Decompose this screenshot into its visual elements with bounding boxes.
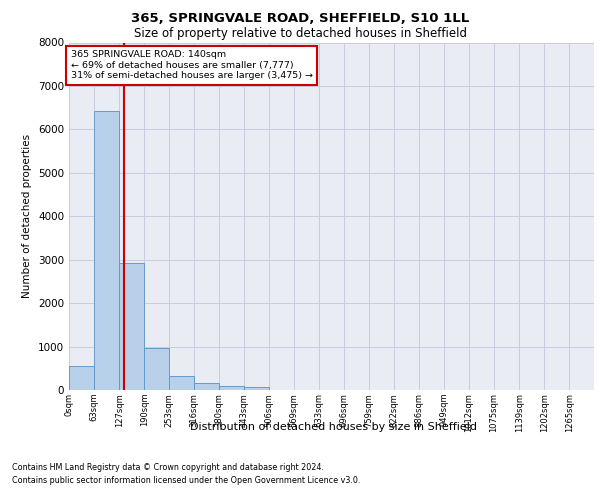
Bar: [194, 384, 219, 390]
Text: 365 SPRINGVALE ROAD: 140sqm
← 69% of detached houses are smaller (7,777)
31% of : 365 SPRINGVALE ROAD: 140sqm ← 69% of det…: [71, 50, 313, 80]
Bar: [69, 366, 94, 390]
Text: 365, SPRINGVALE ROAD, SHEFFIELD, S10 1LL: 365, SPRINGVALE ROAD, SHEFFIELD, S10 1LL: [131, 12, 469, 26]
Bar: [219, 386, 244, 390]
Text: Distribution of detached houses by size in Sheffield: Distribution of detached houses by size …: [190, 422, 476, 432]
Bar: [144, 348, 169, 390]
Y-axis label: Number of detached properties: Number of detached properties: [22, 134, 32, 298]
Text: Contains HM Land Registry data © Crown copyright and database right 2024.: Contains HM Land Registry data © Crown c…: [12, 462, 324, 471]
Bar: [94, 110, 119, 390]
Bar: [169, 376, 194, 390]
Text: Contains public sector information licensed under the Open Government Licence v3: Contains public sector information licen…: [12, 476, 361, 485]
Bar: [244, 388, 269, 390]
Bar: [119, 263, 144, 390]
Text: Size of property relative to detached houses in Sheffield: Size of property relative to detached ho…: [133, 28, 467, 40]
